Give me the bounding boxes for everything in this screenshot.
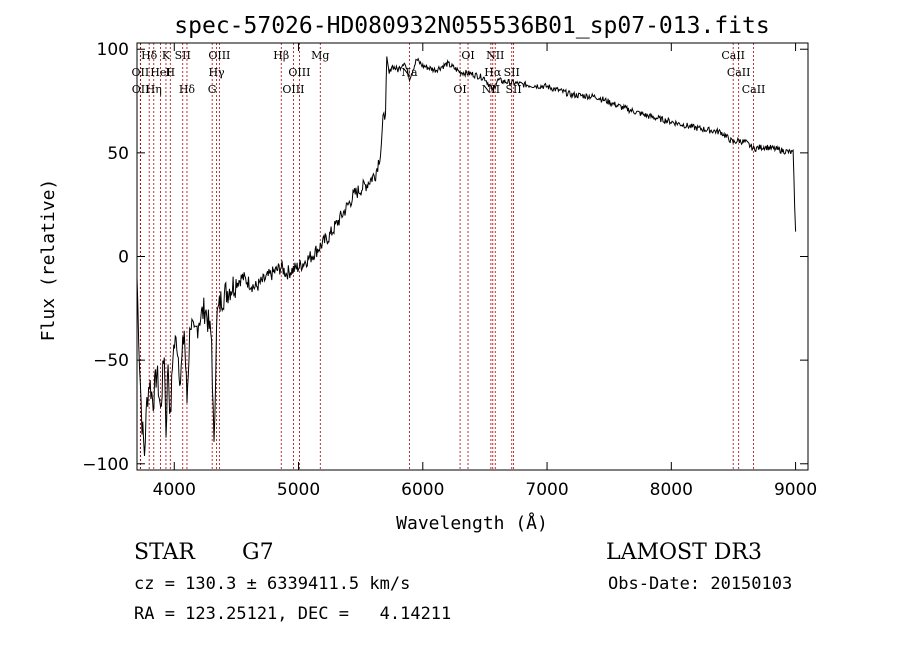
x-tick-label: 7000 [525,480,568,500]
subclass: G7 [242,540,274,565]
line-label: Hδ [141,49,158,62]
redshift-text: cz = 130.3 ± 6339411.5 km/s [134,574,411,594]
line-label: SII [504,66,520,79]
y-tick-label: 0 [118,248,129,268]
y-axis-label: Flux (relative) [38,179,59,342]
plot-frame [136,42,809,471]
line-label: CaII [742,83,766,96]
y-axis-ticks: −100 −50 0 50 100 [82,40,808,475]
line-label: HeI [150,66,170,79]
y-tick-label: −50 [93,351,129,371]
x-tick-label: 5000 [277,480,320,500]
chart-title: spec-57026-HD080932N055536B01_sp07-013.f… [174,13,769,39]
spectrum-line [136,56,797,457]
line-label: SII [506,83,522,96]
obs-date: Obs-Date: 20150103 [608,574,793,594]
ra-dec-text: RA = 123.25121, DEC = 4.14211 [134,604,452,624]
line-label: Hη [146,83,162,96]
x-tick-label: 9000 [774,480,817,500]
y-tick-label: 100 [97,40,129,60]
line-label: NII [486,49,504,62]
line-label: OI [461,49,474,62]
line-label: SII [175,49,191,62]
spectral-line-markers [139,43,754,470]
line-label: OIII [288,66,310,79]
x-axis-ticks: 4000 5000 6000 7000 8000 9000 [153,43,817,500]
line-label: Hδ [179,83,196,96]
y-tick-label: −100 [82,455,129,475]
survey-name: LAMOST DR3 [606,540,762,565]
line-label: Mg [311,49,329,62]
line-label: OIII [282,83,304,96]
line-label: K [162,49,171,62]
x-tick-label: 4000 [153,480,196,500]
line-label: Hβ [273,49,289,62]
line-label: OII [132,83,150,96]
line-label: OIII [208,49,230,62]
line-label: OII [131,66,149,79]
x-tick-label: 6000 [401,480,444,500]
line-label: H [166,66,176,79]
x-tick-label: 8000 [650,480,693,500]
spectral-line-labels: HδOIIOIIKHeIHηSIIHHδOIIIHγGHβOIIIOIIIMgN… [131,49,765,96]
line-label: NII [482,83,500,96]
line-label: CaII [727,66,751,79]
y-tick-label: 50 [107,144,129,164]
object-class: STAR [134,540,195,565]
x-axis-label: Wavelength (Å) [396,512,548,534]
line-label: Na [401,66,418,79]
line-label: OI [453,83,466,96]
line-label: Hα [484,66,502,79]
line-label: CaII [721,49,745,62]
line-label: G [208,83,217,96]
line-label: Hγ [208,66,225,79]
